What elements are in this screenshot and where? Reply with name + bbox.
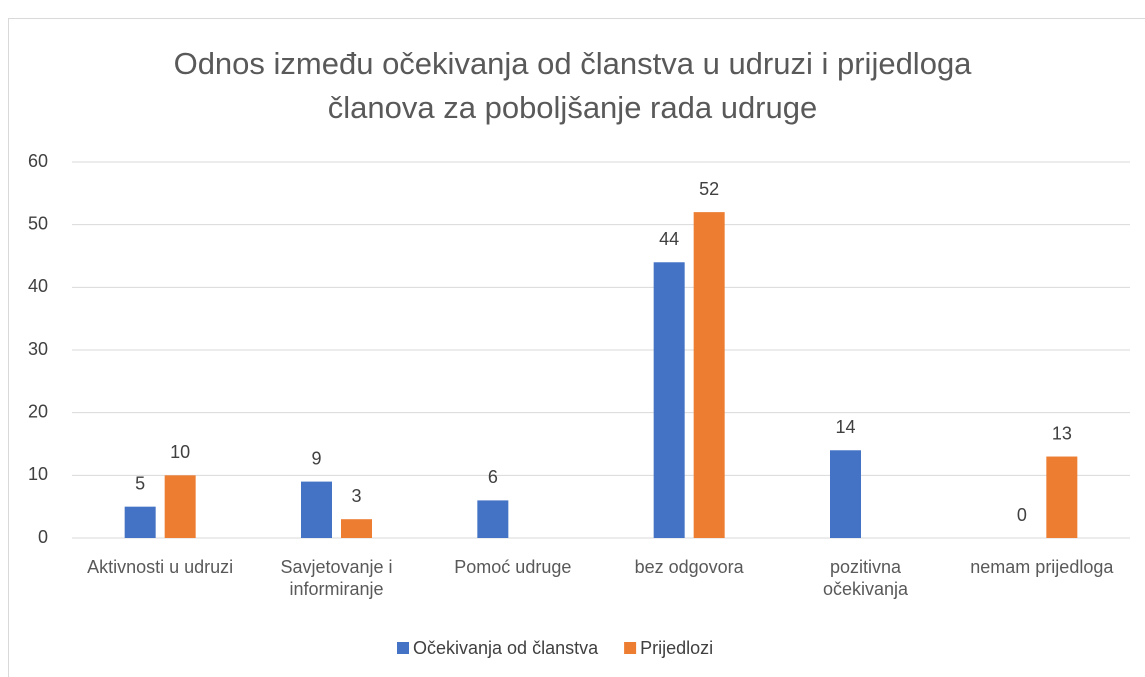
bar	[341, 519, 372, 538]
chart-title: Odnos između očekivanja od članstva u ud…	[173, 46, 972, 125]
data-label: 10	[170, 442, 190, 462]
y-tick-label: 40	[28, 276, 48, 296]
y-tick-label: 10	[28, 464, 48, 484]
chart-border	[8, 18, 1145, 677]
y-tick-label: 20	[28, 401, 48, 421]
x-tick-label: pozitivna očekivanja	[822, 557, 909, 599]
x-tick-label: Pomoć udruge	[454, 557, 572, 577]
data-label: 52	[699, 179, 719, 199]
legend-swatch	[397, 642, 409, 654]
y-tick-label: 50	[28, 213, 48, 233]
data-label: 3	[351, 486, 361, 506]
legend-swatch	[624, 642, 637, 654]
x-tick-label: bez odgovora	[634, 557, 744, 577]
x-tick-label: Aktivnosti u udruzi	[87, 557, 234, 577]
bar	[693, 212, 725, 538]
data-label: 5	[135, 473, 145, 493]
data-label: 14	[835, 417, 855, 437]
y-tick-label: 60	[28, 151, 48, 171]
y-tick-label: 30	[28, 339, 48, 359]
data-label: 13	[1052, 423, 1072, 443]
data-label: 44	[659, 229, 679, 249]
bar	[164, 475, 196, 538]
data-label: 6	[488, 467, 498, 487]
bar	[124, 506, 156, 538]
y-tick-label: 0	[38, 527, 48, 547]
x-tick-label: Savjetovanje i informiranje	[280, 557, 393, 599]
bar	[301, 481, 332, 538]
data-label: 0	[1017, 505, 1027, 525]
x-tick-label: nemam prijedloga	[970, 557, 1114, 577]
legend-label: Očekivanja od članstva	[413, 638, 599, 658]
data-label: 9	[311, 448, 321, 468]
legend-label: Prijedlozi	[640, 638, 713, 658]
bar	[830, 450, 861, 538]
bar	[477, 500, 509, 538]
bar	[653, 262, 685, 538]
bar	[1046, 456, 1078, 538]
